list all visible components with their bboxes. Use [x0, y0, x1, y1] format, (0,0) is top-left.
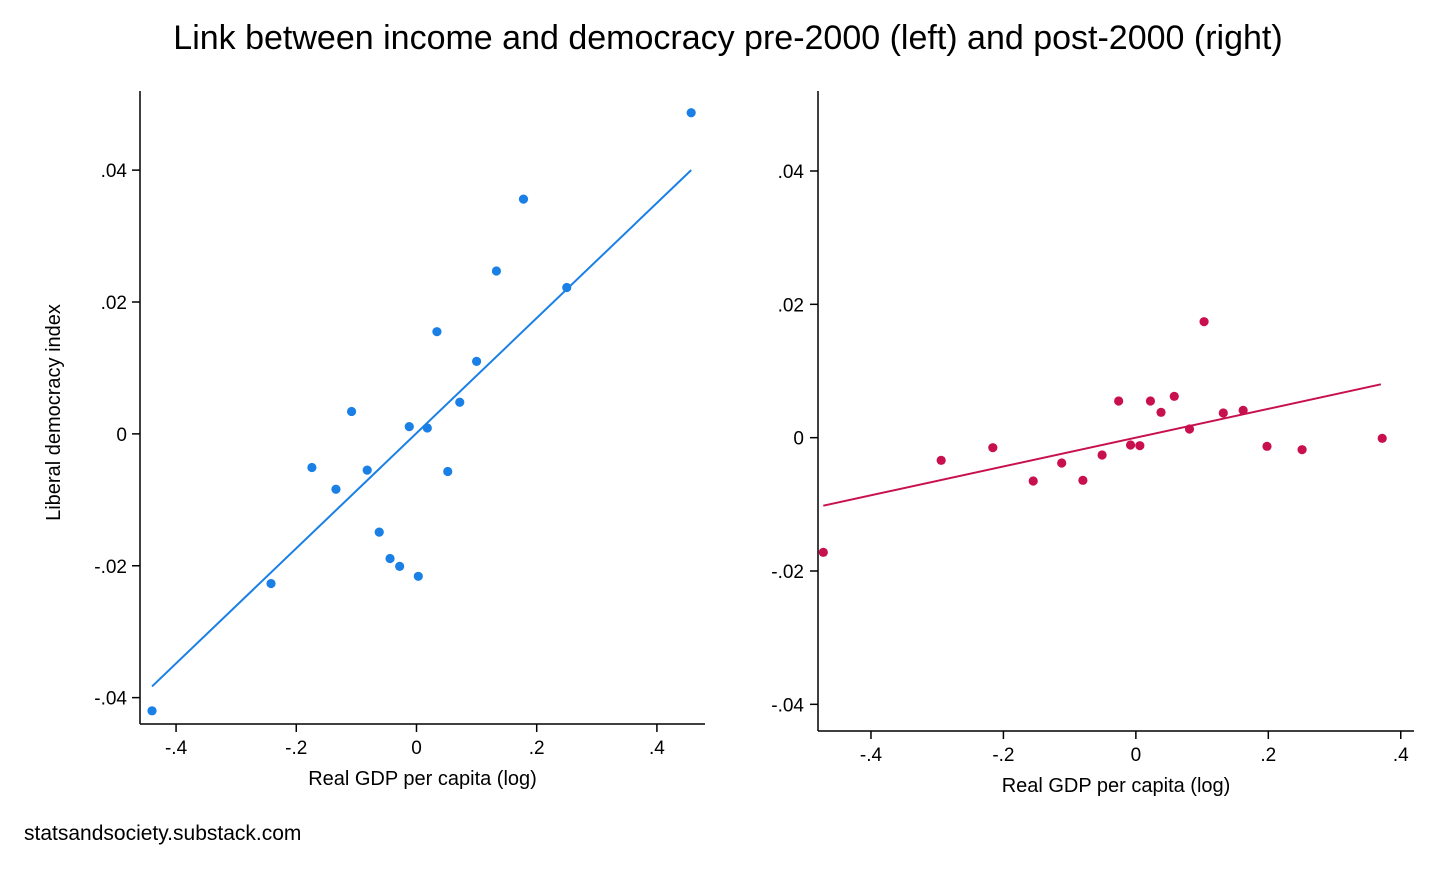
data-point [346, 406, 357, 417]
data-point [1199, 317, 1209, 327]
x-tick-label: 0 [1131, 745, 1142, 766]
data-point [1097, 450, 1107, 460]
data-point [404, 422, 414, 432]
data-point [1297, 445, 1307, 455]
fit-line [823, 383, 1382, 507]
chart-title: Link between income and democracy pre-20… [173, 19, 1283, 57]
x-tick-label: -.4 [860, 745, 883, 766]
data-point [1135, 441, 1145, 451]
x-tick-label: .2 [1260, 745, 1276, 766]
x-tick-label: -.4 [165, 738, 188, 759]
data-point [518, 194, 529, 204]
data-point [331, 484, 341, 494]
data-point [1218, 408, 1228, 418]
x-tick-label: .4 [1393, 745, 1409, 766]
data-point [936, 455, 946, 465]
y-tick-label: .04 [101, 161, 128, 182]
data-point [1028, 476, 1038, 486]
y-tick-label: .02 [101, 293, 127, 314]
data-point [432, 327, 442, 337]
y-tick-label: .02 [778, 295, 804, 316]
data-point [395, 561, 405, 572]
x-tick-label: .4 [649, 738, 665, 759]
data-point [1377, 433, 1387, 443]
y-tick-label: 0 [116, 425, 127, 446]
y-axis-label: Liberal democracy index [43, 304, 65, 521]
data-point [1238, 405, 1248, 415]
x-tick-label: -.2 [992, 745, 1014, 766]
data-point [471, 356, 482, 366]
source-credit: statsandsociety.substack.com [24, 822, 302, 845]
data-point [1169, 391, 1179, 401]
data-point [1184, 424, 1195, 434]
x-tick-label: -.2 [285, 738, 307, 759]
data-point [1262, 441, 1272, 451]
right-panel: -.04 -.02 0 .02 .04 -.4 -.2 0 .2 .4 Real GDP per c… [771, 91, 1414, 797]
data-point [988, 443, 998, 453]
left-panel: -.04 -.02 0 .02 .04 -.4 -.2 0 .2 .4 Real GDP per c… [43, 91, 705, 790]
y-tick-label: -.02 [771, 562, 804, 583]
data-point [491, 266, 502, 276]
y-tick-label: -.02 [94, 557, 127, 578]
data-point [1156, 407, 1166, 417]
data-point [1125, 440, 1136, 450]
data-point [443, 466, 453, 477]
data-point [1057, 458, 1067, 468]
data-point [1145, 396, 1156, 406]
data-point [686, 108, 696, 118]
y-tick-label: 0 [793, 429, 804, 450]
fit-line [151, 169, 692, 688]
data-point [385, 553, 395, 564]
data-point [362, 465, 372, 475]
y-tick-label: -.04 [771, 695, 804, 716]
x-axis-label: Real GDP per capita (log) [1002, 775, 1231, 797]
data-point [374, 527, 384, 537]
x-tick-label: 0 [411, 738, 422, 759]
y-tick-label: .04 [778, 162, 805, 183]
data-point [562, 282, 572, 293]
data-point [818, 547, 828, 557]
data-point [266, 578, 276, 589]
data-point [307, 462, 317, 473]
data-point [1078, 475, 1088, 485]
x-tick-label: .2 [529, 738, 545, 759]
data-point [147, 706, 157, 716]
data-point [413, 571, 423, 581]
data-point [422, 423, 432, 433]
data-point [1114, 396, 1124, 406]
x-axis-label: Real GDP per capita (log) [308, 768, 537, 790]
y-tick-label: -.04 [94, 689, 127, 710]
data-point [455, 397, 465, 407]
